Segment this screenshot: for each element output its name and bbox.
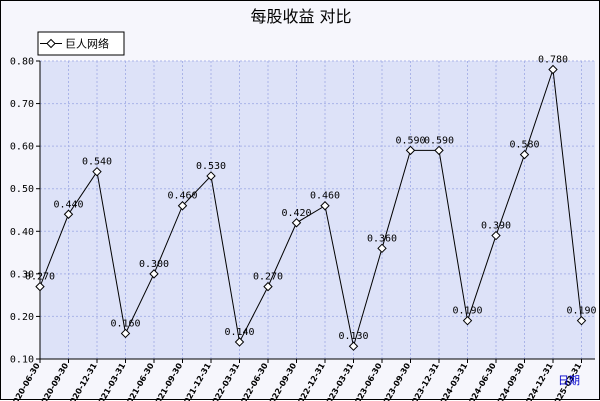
- x-tick-label: 2024-06-30: [464, 361, 498, 401]
- x-tick-label: 2022-12-31: [293, 361, 327, 401]
- y-tick-label: 0.50: [10, 184, 34, 195]
- data-point: [149, 269, 159, 279]
- data-point: [405, 145, 416, 156]
- data-point: [320, 201, 330, 211]
- data-label: 0.360: [367, 233, 397, 244]
- data-point: [263, 281, 273, 292]
- legend: 巨人网络: [37, 31, 125, 56]
- legend-entry-label: 巨人网络: [65, 37, 109, 51]
- data-point: [491, 230, 501, 241]
- data-point: [206, 171, 216, 181]
- data-point: [462, 315, 473, 326]
- series-line: [39, 69, 582, 347]
- x-tick-label: 2021-09-30: [151, 361, 185, 401]
- chart-title: 每股收益 对比: [250, 7, 351, 26]
- legend-marker-icon: [46, 38, 56, 49]
- y-tick-label: 0.30: [10, 269, 34, 280]
- data-label: 0.440: [53, 199, 83, 210]
- x-axis-label: 日期: [558, 374, 580, 387]
- data-label: 0.270: [25, 272, 55, 283]
- data-label: 0.420: [281, 208, 311, 219]
- legend-box: [37, 31, 125, 56]
- data-point: [548, 64, 558, 75]
- x-axis-ticks: 2020-06-302020-09-302020-12-312021-03-31…: [8, 361, 583, 401]
- data-label: 0.590: [395, 135, 425, 146]
- data-point: [63, 209, 74, 219]
- data-label: 0.460: [167, 191, 197, 202]
- data-label: 0.190: [566, 306, 596, 317]
- data-label: 0.130: [338, 331, 368, 342]
- data-label: 0.270: [253, 272, 283, 283]
- x-tick-label: 2023-12-31: [407, 361, 441, 401]
- data-labels: 0.270 0.440 0.540 0.160 0.300 0.460 0.530 0.140…: [25, 55, 597, 343]
- x-tick-label: 2022-06-30: [236, 361, 270, 401]
- data-point: [377, 243, 387, 254]
- data-point: [234, 337, 245, 347]
- axes: [36, 60, 595, 363]
- data-point: [576, 315, 587, 326]
- x-tick-label: 2020-09-30: [37, 361, 71, 401]
- data-points: [35, 64, 587, 351]
- x-tick-label: 2021-06-30: [122, 361, 156, 401]
- x-tick-label: 2023-03-31: [322, 361, 356, 401]
- y-tick-label: 0.80: [10, 57, 34, 68]
- data-label: 0.590: [424, 135, 454, 146]
- data-point: [92, 166, 102, 177]
- data-label: 0.390: [481, 221, 511, 232]
- data-point: [177, 201, 188, 211]
- x-tick-label: 2024-09-30: [493, 361, 527, 401]
- data-label: 0.540: [82, 157, 112, 168]
- x-tick-label: 2024-03-31: [436, 361, 470, 401]
- data-point: [35, 281, 45, 292]
- data-label: 0.530: [196, 161, 226, 172]
- x-tick-label: 2021-12-31: [179, 361, 213, 401]
- data-point: [434, 145, 444, 156]
- x-tick-label: 2024-12-31: [521, 361, 555, 401]
- data-label: 0.140: [224, 327, 254, 338]
- data-label: 0.190: [452, 306, 482, 317]
- y-tick-label: 0.60: [10, 142, 34, 153]
- data-label: 0.580: [509, 140, 539, 151]
- x-tick-label: 2020-06-30: [8, 361, 42, 401]
- x-tick-label: 2020-12-31: [65, 361, 99, 401]
- y-tick-label: 0.10: [10, 355, 34, 366]
- x-tick-label: 2022-03-31: [208, 361, 242, 401]
- data-label: 0.300: [139, 259, 169, 270]
- y-tick-label: 0.20: [10, 312, 34, 323]
- data-point: [519, 149, 530, 160]
- data-label: 0.460: [310, 191, 340, 202]
- x-tick-label: 2023-06-30: [350, 361, 384, 401]
- data-point: [348, 341, 359, 351]
- data-label: 0.160: [110, 318, 140, 329]
- y-tick-label: 0.70: [10, 99, 34, 110]
- data-point: [291, 218, 302, 228]
- x-tick-label: 2022-09-30: [265, 361, 299, 401]
- y-axis-ticks: 0.10 0.20 0.30 0.40 0.50 0.60 0.70 0.80: [10, 57, 34, 366]
- x-tick-label: 2021-03-31: [94, 361, 128, 401]
- data-point: [120, 328, 131, 339]
- x-tick-label: 2023-09-30: [379, 361, 413, 401]
- data-label: 0.780: [538, 55, 568, 66]
- y-tick-label: 0.40: [10, 227, 34, 238]
